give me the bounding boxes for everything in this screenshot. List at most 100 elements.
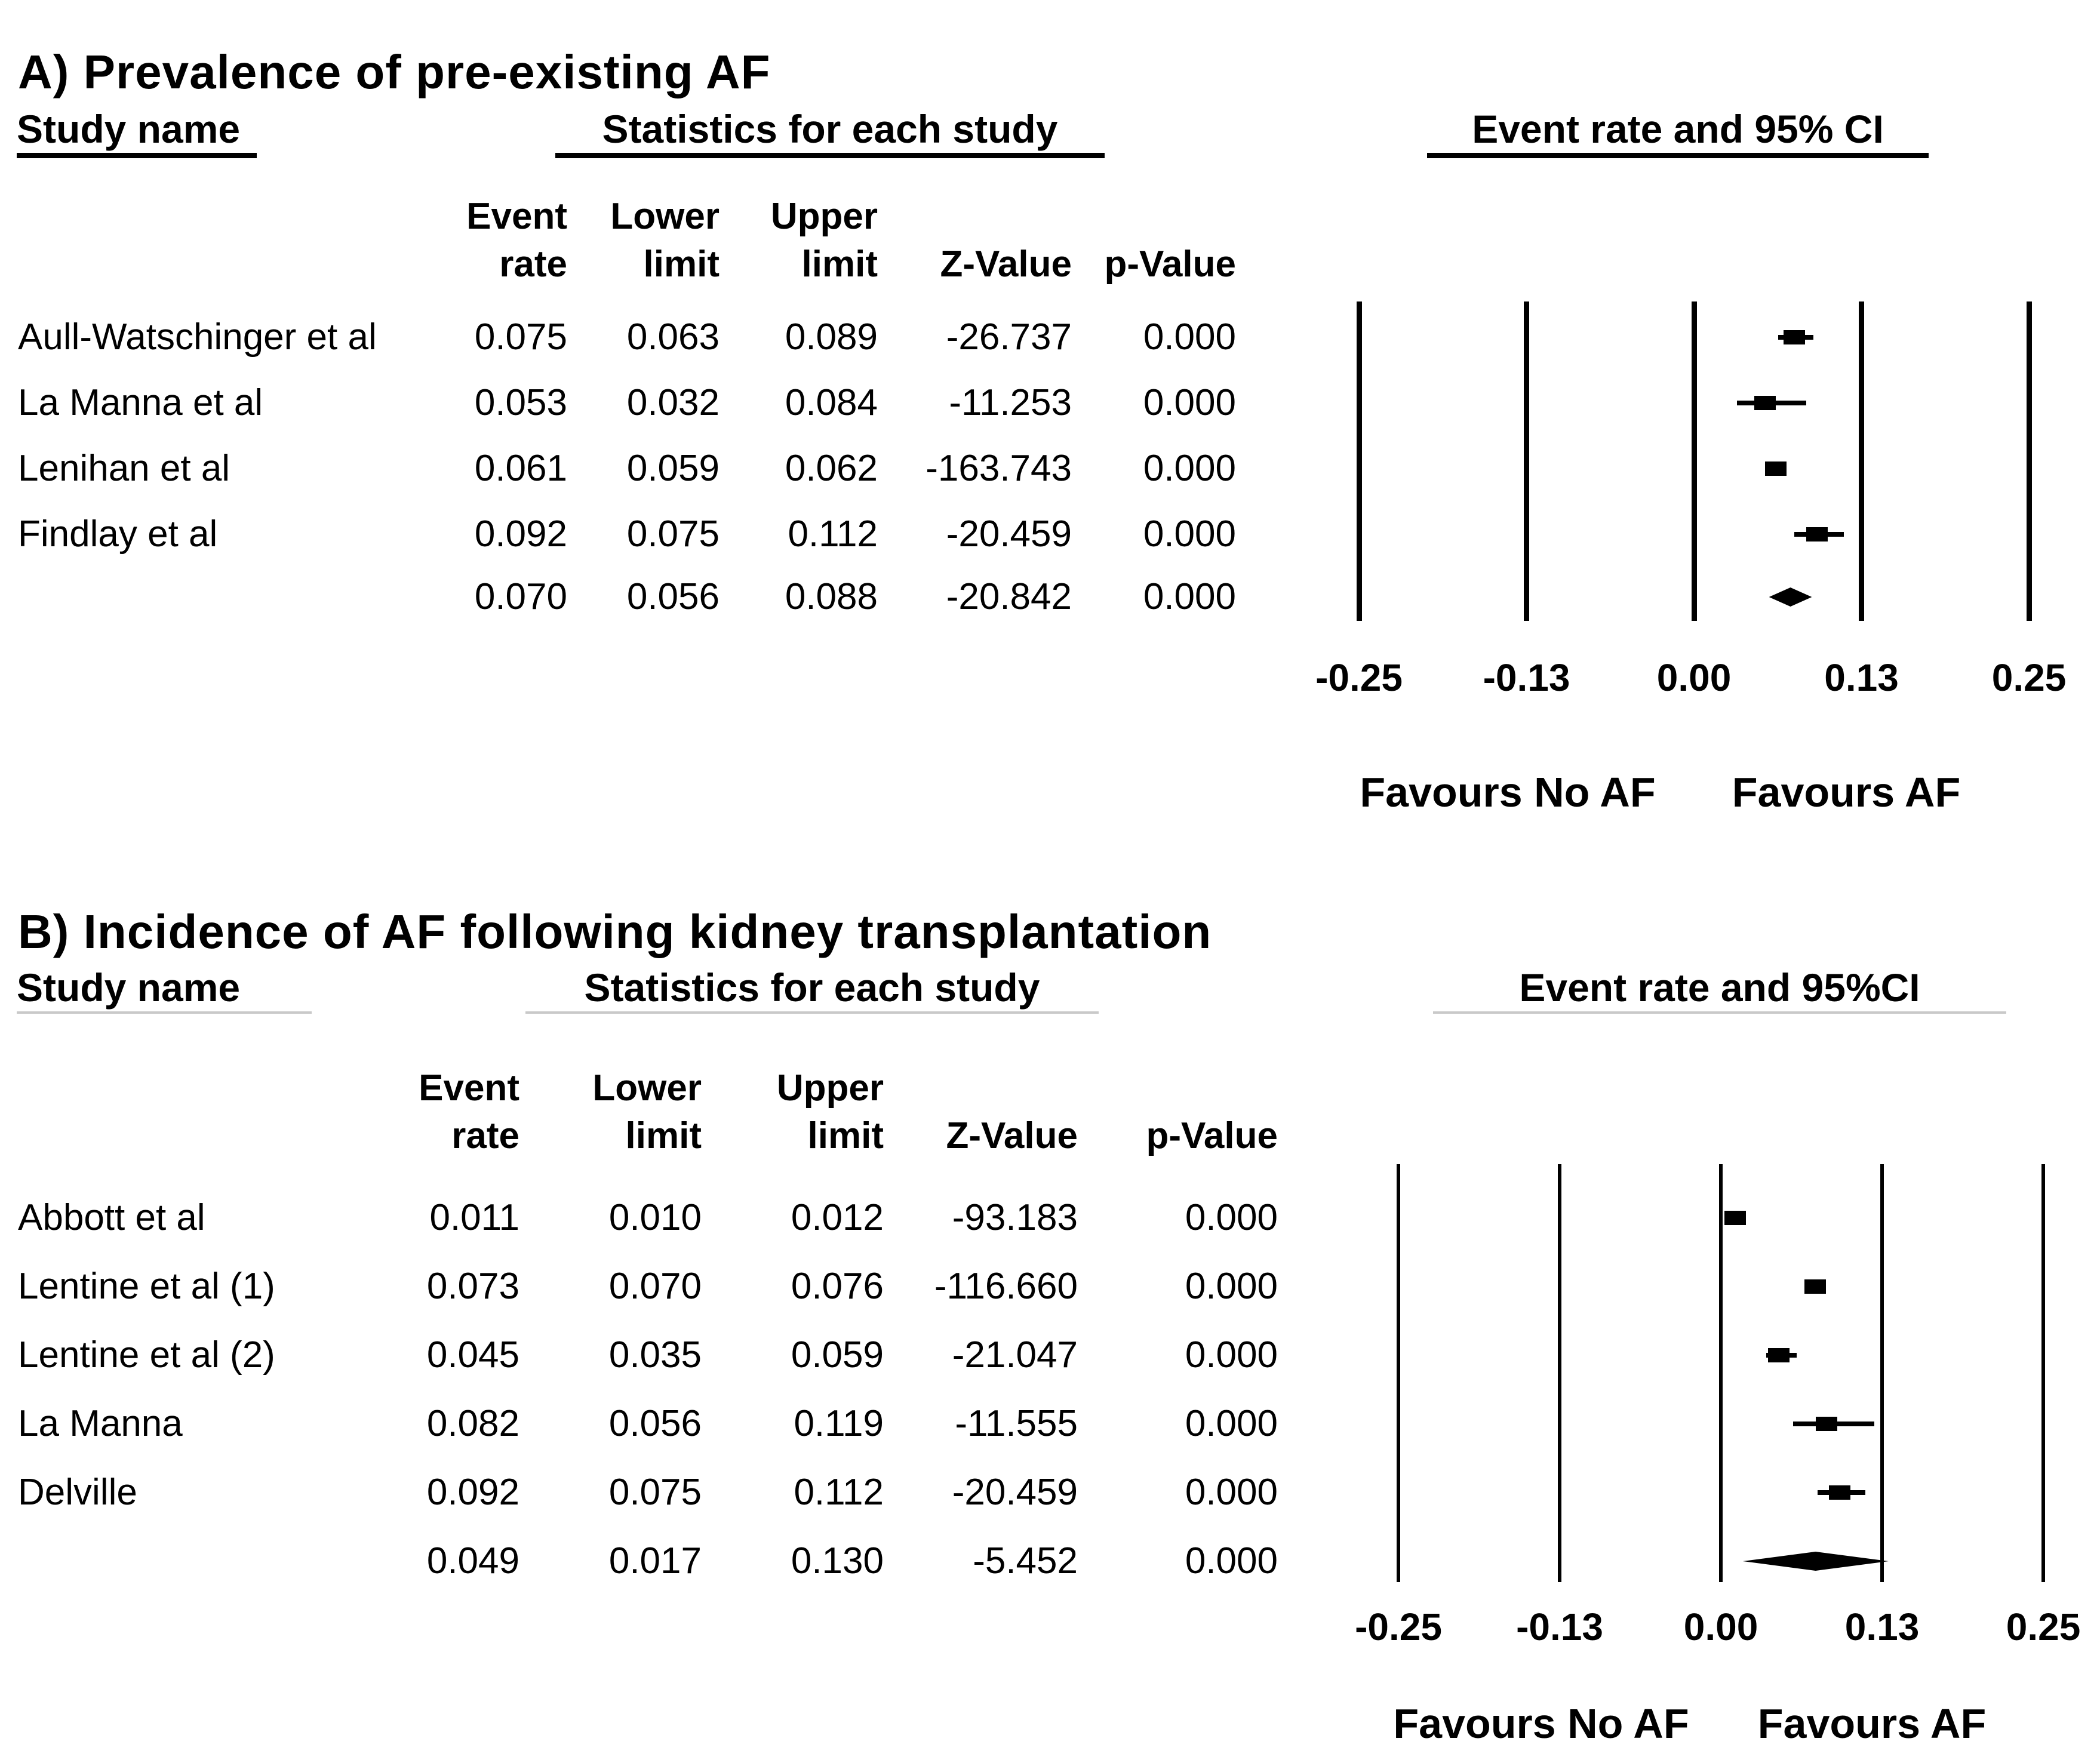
event-rate-value: 0.045: [426, 1334, 519, 1376]
column-header-lower: Lower: [592, 1067, 702, 1109]
summary-upper-limit: 0.130: [791, 1540, 884, 1582]
lower-limit-value: 0.075: [608, 1472, 702, 1513]
summary-diamond: [1742, 1552, 1889, 1571]
p-value: 0.000: [1143, 513, 1236, 555]
column-header-event: Event: [466, 196, 567, 237]
panel-a-title: A) Prevalence of pre-existing AF: [18, 45, 771, 99]
study-name: Lentine et al (1): [18, 1266, 275, 1307]
lower-limit-value: 0.070: [608, 1266, 702, 1307]
lower-limit-value: 0.075: [626, 513, 720, 555]
summary-event-rate: 0.070: [474, 576, 567, 617]
z-value: -163.743: [926, 448, 1072, 489]
axis-tick-label: 0.25: [2006, 1605, 2081, 1648]
weight-box: [1768, 1348, 1790, 1362]
column-header-rate: rate: [499, 244, 567, 285]
column-header-rate: rate: [451, 1115, 519, 1156]
event-rate-value: 0.082: [426, 1403, 519, 1444]
statistics-column-group-header: Statistics for each study: [555, 109, 1105, 158]
summary-event-rate: 0.049: [426, 1540, 519, 1582]
axis-tick-label: -0.25: [1315, 656, 1403, 699]
axis-gridline: [2041, 1164, 2045, 1582]
study-name: Delville: [18, 1472, 137, 1513]
favours-left-label: Favours No AF: [1360, 769, 1656, 816]
summary-z-value: -20.842: [946, 576, 1072, 617]
z-value: -11.253: [949, 382, 1072, 423]
p-value: 0.000: [1185, 1197, 1278, 1238]
column-header-p-value: p-Value: [1104, 244, 1236, 285]
event-rate-value: 0.092: [474, 513, 567, 555]
upper-limit-value: 0.084: [785, 382, 878, 423]
axis-tick-label: -0.13: [1516, 1605, 1603, 1648]
lower-limit-value: 0.063: [626, 316, 720, 358]
weight-box: [1816, 1417, 1838, 1431]
column-header-event: Event: [419, 1067, 519, 1109]
weight-box: [1804, 1279, 1826, 1294]
event-rate-value: 0.073: [426, 1266, 519, 1307]
event-rate-value: 0.053: [474, 382, 567, 423]
weight-box: [1754, 396, 1776, 410]
upper-limit-value: 0.119: [794, 1403, 884, 1444]
weight-box: [1828, 1485, 1850, 1500]
upper-limit-value: 0.059: [791, 1334, 884, 1376]
lower-limit-value: 0.035: [608, 1334, 702, 1376]
axis-tick-label: -0.25: [1355, 1605, 1442, 1648]
column-header-lower: Lower: [610, 196, 720, 237]
axis-tick-label: 0.13: [1824, 656, 1899, 699]
axis-tick-label: 0.00: [1683, 1605, 1758, 1648]
upper-limit-value: 0.012: [791, 1197, 884, 1238]
summary-lower-limit: 0.056: [626, 576, 720, 617]
event-rate-value: 0.075: [474, 316, 567, 358]
summary-lower-limit: 0.017: [608, 1540, 702, 1582]
statistics-column-group-header: Statistics for each study: [525, 967, 1099, 1014]
p-value: 0.000: [1143, 316, 1236, 358]
favours-right-label: Favours AF: [1757, 1700, 1987, 1747]
column-header-p-value: p-Value: [1146, 1115, 1278, 1156]
column-header-limit-upper: limit: [801, 244, 878, 285]
z-value: -11.555: [955, 1403, 1078, 1444]
study-name: Lenihan et al: [18, 448, 230, 489]
axis-gridline: [1558, 1164, 1561, 1582]
axis-gridline: [1356, 301, 1362, 621]
axis-gridline: [1397, 1164, 1400, 1582]
axis-tick-label: -0.13: [1483, 656, 1570, 699]
axis-gridline: [1859, 301, 1864, 621]
lower-limit-value: 0.056: [608, 1403, 702, 1444]
lower-limit-value: 0.010: [608, 1197, 702, 1238]
axis-gridline: [1691, 301, 1697, 621]
p-value: 0.000: [1185, 1472, 1278, 1513]
column-header-limit-upper: limit: [807, 1115, 884, 1156]
summary-z-value: -5.452: [973, 1540, 1078, 1582]
axis-gridline: [1524, 301, 1529, 621]
axis-gridline: [1719, 1164, 1723, 1582]
p-value: 0.000: [1185, 1266, 1278, 1307]
upper-limit-value: 0.112: [794, 1472, 884, 1513]
upper-limit-value: 0.112: [788, 513, 878, 555]
weight-box: [1724, 1211, 1746, 1225]
z-value: -116.660: [934, 1266, 1078, 1307]
lower-limit-value: 0.059: [626, 448, 720, 489]
study-name: Findlay et al: [18, 513, 218, 555]
event-rate-value: 0.092: [426, 1472, 519, 1513]
lower-limit-value: 0.032: [626, 382, 720, 423]
weight-box: [1764, 461, 1787, 476]
column-header-z-value: Z-Value: [940, 244, 1072, 285]
p-value: 0.000: [1143, 382, 1236, 423]
z-value: -20.459: [946, 513, 1072, 555]
upper-limit-value: 0.076: [791, 1266, 884, 1307]
axis-tick-label: 0.13: [1844, 1605, 1920, 1648]
column-header-limit-lower: limit: [643, 244, 720, 285]
upper-limit-value: 0.089: [785, 316, 878, 358]
z-value: -26.737: [946, 316, 1072, 358]
axis-gridline: [2026, 301, 2032, 621]
upper-limit-value: 0.062: [785, 448, 878, 489]
z-value: -93.183: [952, 1197, 1078, 1238]
study-name: Abbott et al: [18, 1197, 205, 1238]
study-name-column-header: Study name: [17, 109, 257, 158]
axis-tick-label: 0.25: [1991, 656, 2067, 699]
summary-p-value: 0.000: [1185, 1540, 1278, 1582]
study-name: La Manna: [18, 1403, 183, 1444]
p-value: 0.000: [1143, 448, 1236, 489]
axis-gridline: [1880, 1164, 1884, 1582]
